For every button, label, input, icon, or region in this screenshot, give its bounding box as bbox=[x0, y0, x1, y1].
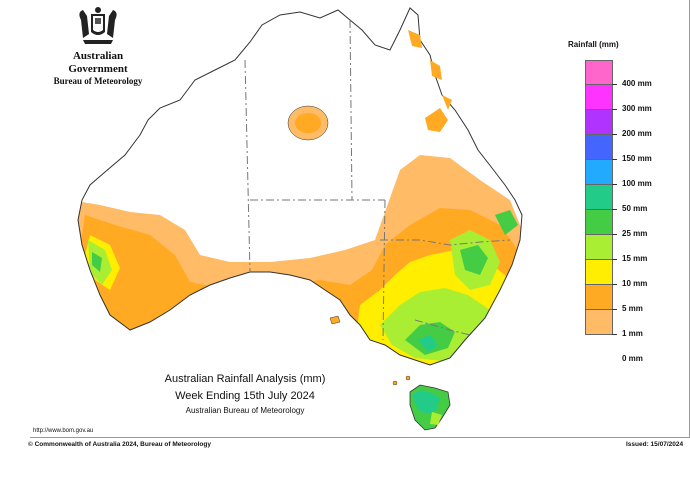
legend-swatch bbox=[585, 60, 613, 85]
central-rain-patch-inner bbox=[295, 113, 321, 133]
government-logo: Australian Government Bureau of Meteorol… bbox=[44, 6, 152, 87]
legend-tick bbox=[612, 209, 617, 210]
legend-label: 150 mm bbox=[622, 154, 652, 163]
legend-label: 1 mm bbox=[622, 329, 643, 338]
legend-tick bbox=[612, 234, 617, 235]
legend-title: Rainfall (mm) bbox=[568, 40, 619, 49]
legend-tick bbox=[612, 159, 617, 160]
legend-label: 400 mm bbox=[622, 79, 652, 88]
legend-tick bbox=[612, 284, 617, 285]
rain-band-50mm bbox=[418, 335, 438, 352]
legend-label: 100 mm bbox=[622, 179, 652, 188]
legend-tick bbox=[612, 309, 617, 310]
bom-url[interactable]: http://www.bom.gov.au bbox=[33, 428, 94, 434]
legend-label: 50 mm bbox=[622, 204, 648, 213]
legend-tick bbox=[612, 109, 617, 110]
qld-coast-rain bbox=[425, 108, 448, 132]
legend-label: 25 mm bbox=[622, 229, 648, 238]
legend-label: 200 mm bbox=[622, 129, 652, 138]
legend-tick bbox=[612, 334, 617, 335]
map-frame bbox=[30, 0, 690, 438]
legend-swatch bbox=[585, 110, 613, 135]
legend-swatch bbox=[585, 260, 613, 285]
legend-swatch bbox=[585, 85, 613, 110]
legend-swatch bbox=[585, 210, 613, 235]
legend-label: 300 mm bbox=[622, 104, 652, 113]
legend-swatch bbox=[585, 235, 613, 260]
legend-tick bbox=[612, 134, 617, 135]
agency-title: Australian Government bbox=[68, 50, 128, 75]
legend-label: 15 mm bbox=[622, 254, 648, 263]
legend-swatch bbox=[585, 185, 613, 210]
bureau-title: Bureau of Meteorology bbox=[53, 76, 143, 86]
legend-label: 5 mm bbox=[622, 304, 643, 313]
map-period: Week Ending 15th July 2024 bbox=[175, 390, 315, 402]
legend-tick bbox=[612, 84, 617, 85]
state-borders bbox=[244, 19, 511, 341]
map-source: Australian Bureau of Meteorology bbox=[185, 406, 305, 415]
legend-label: 0 mm bbox=[622, 354, 643, 363]
legend-tick bbox=[612, 184, 617, 185]
legend-tick bbox=[612, 259, 617, 260]
rainfall-map bbox=[77, 7, 523, 431]
issued-date: Issued: 15/07/2024 bbox=[626, 441, 684, 448]
map-title: Australian Rainfall Analysis (mm) bbox=[164, 373, 326, 385]
copyright-text: © Commonwealth of Australia 2024, Bureau… bbox=[28, 441, 211, 448]
legend-label: 10 mm bbox=[622, 279, 648, 288]
coat-of-arms-icon bbox=[79, 7, 117, 44]
legend-swatch bbox=[585, 160, 613, 185]
legend-swatch bbox=[585, 310, 613, 335]
legend-swatch bbox=[585, 285, 613, 310]
legend-swatch bbox=[585, 135, 613, 160]
